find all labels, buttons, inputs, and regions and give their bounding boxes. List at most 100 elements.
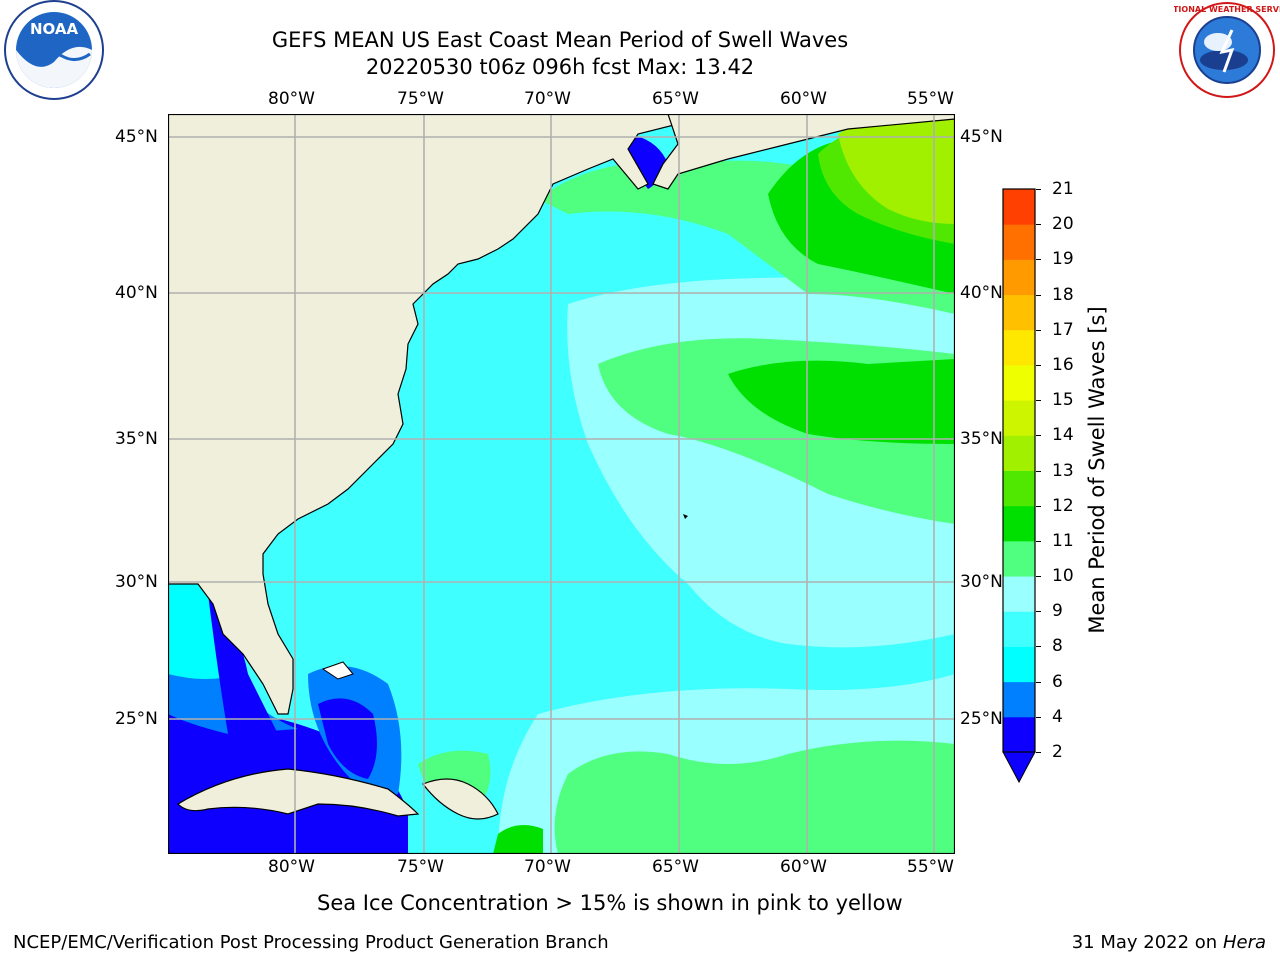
colorbar-tick-mark <box>1036 224 1041 226</box>
colorbar-tick-label: 20 <box>1052 214 1074 235</box>
colorbar-segment <box>1003 189 1035 225</box>
landmass-bahamas <box>321 661 354 680</box>
lon-label-bottom: 80°W <box>268 857 315 877</box>
colorbar-tick-mark <box>1036 470 1041 472</box>
colorbar-label: Mean Period of Swell Waves [s] <box>1085 306 1109 634</box>
colorbar-segment <box>1003 646 1035 683</box>
colorbar-tick-mark <box>1036 189 1041 190</box>
period-zone-12-13 <box>838 114 955 224</box>
footer-date-text: 31 May 2022 on <box>1071 932 1218 953</box>
lon-label-top: 55°W <box>907 89 954 109</box>
lat-label-left: 45°N <box>115 127 158 147</box>
colorbar-tick-mark <box>1036 294 1041 296</box>
colorbar-tick-label: 15 <box>1052 390 1074 411</box>
colorbar-tick-mark <box>1036 505 1041 507</box>
colorbar-tick-label: 10 <box>1052 566 1074 587</box>
colorbar-tick-label: 8 <box>1052 636 1063 657</box>
lon-label-bottom: 70°W <box>524 857 571 877</box>
colorbar-tick-label: 4 <box>1052 706 1063 727</box>
lon-label-top: 65°W <box>652 89 699 109</box>
colorbar-tick-mark <box>1036 329 1041 331</box>
colorbar-tick-label: 14 <box>1052 425 1074 446</box>
colorbar-segment <box>1003 364 1035 401</box>
lon-label-top: 60°W <box>780 89 827 109</box>
landmass-hispaniola <box>422 778 499 820</box>
sea-ice-caption: Sea Ice Concentration > 15% is shown in … <box>317 891 903 915</box>
colorbar-segment <box>1003 540 1035 577</box>
colorbar-extend-arrow <box>1002 751 1036 784</box>
map-gridlines <box>168 114 955 854</box>
map-panel <box>168 114 955 854</box>
colorbar-tick-mark <box>1036 611 1041 613</box>
lat-label-right: 30°N <box>960 572 1003 592</box>
chart-title: GEFS MEAN US East Coast Mean Period of S… <box>271 28 849 52</box>
colorbar-tick-label: 12 <box>1052 495 1074 516</box>
lat-label-right: 25°N <box>960 709 1003 729</box>
colorbar-tick-mark <box>1036 681 1041 683</box>
lat-label-right: 45°N <box>960 127 1003 147</box>
colorbar-tick-label: 6 <box>1052 671 1063 692</box>
colorbar-tick-mark <box>1036 646 1041 648</box>
colorbar-segment <box>1003 716 1035 753</box>
landmass-nova-scotia <box>652 114 955 190</box>
colorbar-tick-label: 9 <box>1052 601 1063 622</box>
colorbar-tick-mark <box>1036 259 1041 261</box>
colorbar-tick-label: 16 <box>1052 354 1074 375</box>
landmass-cuba <box>177 768 420 817</box>
nws-logo: NATIONAL WEATHER SERVICE <box>1161 0 1280 100</box>
colorbar-segment <box>1003 400 1035 436</box>
lat-label-right: 40°N <box>960 283 1003 303</box>
period-zone-10-11-mid <box>728 359 955 444</box>
lon-label-top: 75°W <box>397 89 444 109</box>
noaa-logo-text: NOAA <box>30 20 79 38</box>
lat-label-left: 25°N <box>115 709 158 729</box>
colorbar-tick-mark <box>1036 400 1041 402</box>
lon-label-bottom: 75°W <box>397 857 444 877</box>
colorbar <box>1002 188 1036 784</box>
colorbar-tick-label: 19 <box>1052 249 1074 270</box>
colorbar-tick-mark <box>1036 364 1041 366</box>
colorbar-segment <box>1003 224 1035 260</box>
lat-label-left: 35°N <box>115 429 158 449</box>
colorbar-segment <box>1003 259 1035 296</box>
lat-label-right: 35°N <box>960 429 1003 449</box>
colorbar-tick-mark <box>1036 716 1041 718</box>
nws-logo-text: NATIONAL WEATHER SERVICE <box>1174 5 1280 14</box>
colorbar-tick-mark <box>1036 576 1041 578</box>
lon-label-bottom: 55°W <box>907 857 954 877</box>
lon-label-bottom: 60°W <box>780 857 827 877</box>
colorbar-frame <box>1002 188 1036 753</box>
period-zone-9-10-hispaniola <box>493 825 543 854</box>
map-frame <box>168 114 955 854</box>
footer-branch: NCEP/EMC/Verification Post Processing Pr… <box>13 932 609 953</box>
colorbar-tick-label: 2 <box>1052 742 1063 762</box>
noaa-logo: NOAA <box>2 0 106 100</box>
landmass-bermuda <box>683 514 688 519</box>
lat-label-left: 40°N <box>115 283 158 303</box>
colorbar-tick-mark <box>1036 752 1041 753</box>
chart-subtitle: 20220530 t06z 096h fcst Max: 13.42 <box>365 55 755 79</box>
colorbar-tick-label: 11 <box>1052 530 1074 551</box>
colorbar-segment <box>1003 505 1035 542</box>
footer-host: Hera <box>1222 932 1266 953</box>
colorbar-segment <box>1003 329 1035 366</box>
colorbar-tick-label: 17 <box>1052 319 1074 340</box>
colorbar-segment <box>1003 435 1035 471</box>
lon-label-top: 80°W <box>268 89 315 109</box>
lat-label-left: 30°N <box>115 572 158 592</box>
colorbar-segment <box>1003 470 1035 507</box>
colorbar-tick-label: 13 <box>1052 460 1074 481</box>
colorbar-segment <box>1003 611 1035 647</box>
footer-date: 31 May 2022 on Hera <box>1072 932 1266 953</box>
lon-label-top: 70°W <box>524 89 571 109</box>
colorbar-tick-mark <box>1036 435 1041 437</box>
period-zone-9-10-south <box>554 740 955 854</box>
lon-label-bottom: 65°W <box>652 857 699 877</box>
colorbar-segment <box>1003 294 1035 331</box>
colorbar-segment <box>1003 576 1035 612</box>
colorbar-tick-labels: 2 4 6 8 9 10 11 12 13 14 15 16 17 18 19 20 21 <box>1036 179 1080 788</box>
colorbar-segment <box>1003 681 1035 718</box>
colorbar-tick-label: 18 <box>1052 284 1074 305</box>
colorbar-tick-mark <box>1036 540 1041 542</box>
colorbar-segments <box>1003 189 1035 753</box>
